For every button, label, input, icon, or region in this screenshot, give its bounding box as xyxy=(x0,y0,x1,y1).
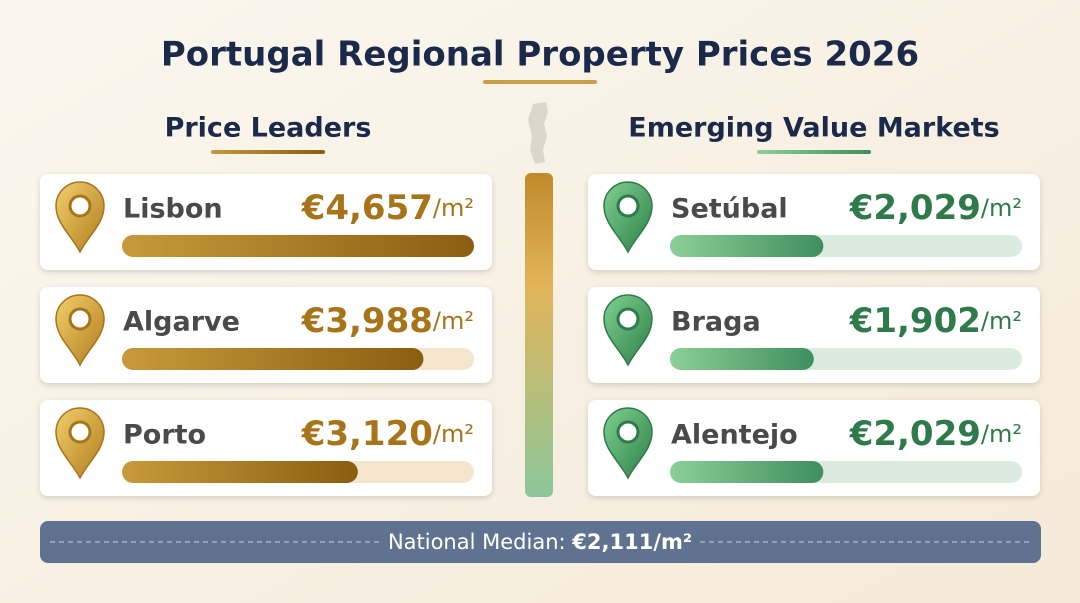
price: €3,988/m² xyxy=(301,301,474,341)
price-unit: /m² xyxy=(981,194,1022,222)
price-value: €3,120 xyxy=(301,414,433,454)
price-unit: /m² xyxy=(981,307,1022,335)
price: €4,657/m² xyxy=(301,188,474,228)
panel-heading: Emerging Value Markets xyxy=(628,113,1000,144)
bar xyxy=(670,461,824,483)
region-name: Braga xyxy=(671,307,761,338)
heading-underline xyxy=(211,150,325,154)
region-name: Algarve xyxy=(123,307,240,338)
title-underline xyxy=(483,80,597,84)
price: €3,120/m² xyxy=(301,414,474,454)
bar xyxy=(670,235,824,257)
region-name: Alentejo xyxy=(671,420,798,451)
pin-hole xyxy=(616,420,640,444)
price-unit: /m² xyxy=(433,194,474,222)
title: Portugal Regional Property Prices 2026 xyxy=(161,35,919,75)
divider xyxy=(525,173,553,497)
region-name: Setúbal xyxy=(671,194,788,225)
price-value: €4,657 xyxy=(301,188,433,228)
median-label: National Median: xyxy=(388,530,566,554)
price-value: €3,988 xyxy=(301,301,433,341)
pin-hole xyxy=(68,307,92,331)
map-silhouette xyxy=(528,102,548,164)
price-unit: /m² xyxy=(433,307,474,335)
median-text: National Median: €2,111/m² xyxy=(388,530,692,554)
price-unit: /m² xyxy=(981,420,1022,448)
pin-hole xyxy=(68,420,92,444)
panel-heading: Price Leaders xyxy=(165,113,372,144)
pin-hole xyxy=(68,194,92,218)
pin-hole xyxy=(616,307,640,331)
price-unit: /m² xyxy=(433,420,474,448)
price-value: €1,902 xyxy=(849,301,981,341)
bar xyxy=(122,235,474,257)
price-value: €2,029 xyxy=(849,414,981,454)
bar xyxy=(122,348,424,370)
region-name: Porto xyxy=(123,420,206,451)
region-name: Lisbon xyxy=(123,194,223,225)
median-banner xyxy=(40,521,1041,563)
median-value: €2,111/m² xyxy=(571,530,692,554)
price: €2,029/m² xyxy=(849,188,1022,228)
bar xyxy=(122,461,358,483)
pin-hole xyxy=(616,194,640,218)
price: €2,029/m² xyxy=(849,414,1022,454)
price: €1,902/m² xyxy=(849,301,1022,341)
bar xyxy=(670,348,814,370)
price-value: €2,029 xyxy=(849,188,981,228)
heading-underline xyxy=(757,150,871,154)
